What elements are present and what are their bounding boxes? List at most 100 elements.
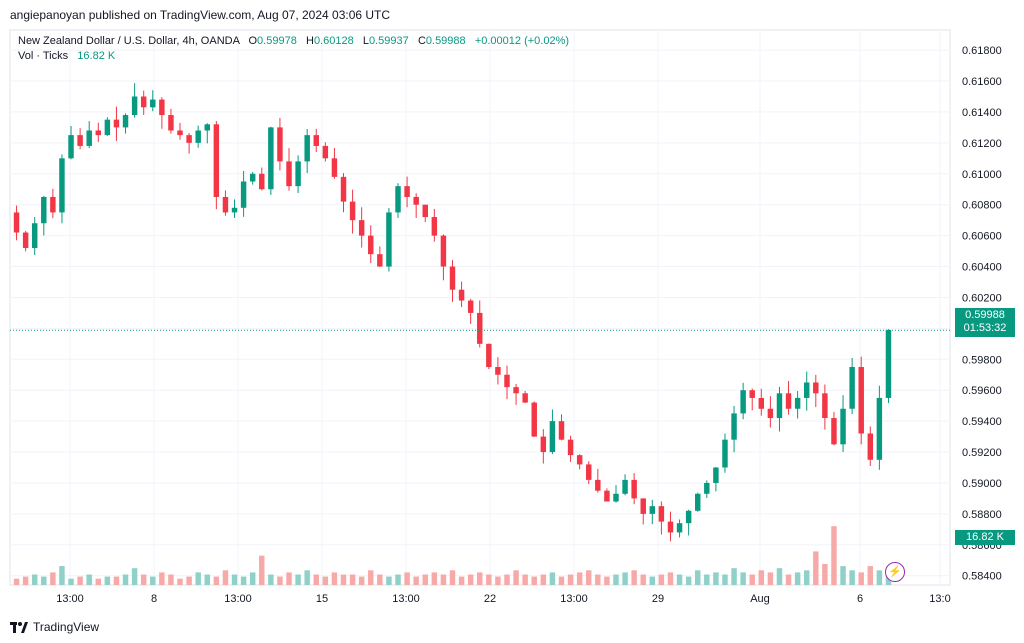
y-tick-label: 0.60800: [962, 200, 1002, 212]
y-tick-label: 0.61400: [962, 107, 1002, 119]
candle-body: [50, 196, 56, 213]
candle-body: [59, 158, 65, 213]
volume-value: 16.82 K: [77, 50, 116, 62]
volume-bar: [249, 572, 256, 585]
volume-bar: [858, 572, 864, 585]
candle-body: [822, 393, 828, 419]
volume-bar: [95, 578, 102, 585]
volume-bar: [31, 574, 38, 585]
candle-body: [31, 223, 38, 248]
candle-body: [41, 196, 47, 224]
volume-bar: [522, 574, 528, 585]
volume-bar: [431, 572, 438, 585]
volume-bar: [658, 574, 665, 585]
candle-body: [794, 397, 801, 409]
volume-bar: [540, 574, 547, 585]
candle-body: [177, 130, 183, 136]
volume-bar: [231, 574, 238, 585]
candle-body: [531, 402, 537, 437]
candle-body: [113, 119, 120, 128]
close-value: 0.59988: [425, 35, 466, 47]
candle-body: [767, 408, 774, 419]
candle-body: [240, 181, 247, 208]
candle-body: [358, 220, 365, 236]
volume-bar: [222, 570, 229, 585]
volume-bar: [50, 572, 56, 585]
symbol-name: New Zealand Dollar / U.S. Dollar, 4h, OA…: [18, 35, 240, 47]
candle-body: [758, 397, 765, 409]
volume-bar: [295, 574, 301, 585]
volume-label: Vol · Ticks: [18, 50, 69, 62]
candle-body: [685, 510, 692, 524]
last-price-value: 0.59988: [965, 309, 1005, 321]
candle-body: [749, 390, 755, 398]
volume-bar: [440, 574, 447, 585]
close-label: C: [417, 35, 426, 47]
y-tick-label: 0.59800: [962, 354, 1002, 366]
x-tick-label: 13:00: [224, 593, 252, 605]
candle-body: [68, 135, 74, 159]
candle-body: [422, 204, 428, 218]
volume-bar: [322, 576, 329, 585]
candle-body: [277, 127, 283, 162]
candle-body: [458, 289, 465, 301]
volume-bar: [368, 570, 374, 585]
volume-bar: [576, 572, 583, 585]
volume-bar: [186, 576, 192, 585]
lightning-icon[interactable]: ⚡: [885, 562, 905, 582]
candle-body: [386, 212, 392, 267]
volume-bar: [595, 574, 601, 585]
candle-body: [640, 498, 646, 514]
volume-bar: [204, 574, 210, 585]
bar-countdown: 01:53:32: [963, 322, 1007, 334]
volume-bar: [713, 572, 719, 585]
y-tick-label: 0.59400: [962, 416, 1002, 428]
candle-body: [313, 135, 319, 146]
y-tick-label: 0.58800: [962, 509, 1002, 521]
candle-body: [431, 217, 438, 236]
volume-bar: [213, 576, 220, 585]
volume-bar: [876, 570, 883, 585]
candle-body: [377, 254, 383, 267]
candle-body: [440, 235, 447, 267]
tradingview-logo-icon: [10, 621, 28, 633]
volume-bar: [377, 574, 383, 585]
x-tick-label: 13:00: [56, 593, 84, 605]
candle-body: [867, 433, 874, 460]
candle-body: [740, 390, 746, 414]
y-tick-label: 0.59200: [962, 447, 1002, 459]
candle-body: [86, 130, 92, 146]
x-tick-label: Aug: [750, 593, 770, 605]
volume-bar: [704, 574, 710, 585]
candle-body: [704, 482, 710, 494]
volume-bar: [395, 574, 401, 585]
high-label: H: [305, 35, 314, 47]
candle-body: [522, 393, 528, 403]
candle-body: [831, 418, 837, 445]
candle-body: [395, 186, 401, 213]
candle-body: [631, 479, 637, 499]
last-price-tag: 0.59988 01:53:32: [955, 308, 1015, 337]
volume-bar: [631, 570, 637, 585]
candle-body: [513, 387, 519, 394]
volume-bar: [586, 570, 592, 585]
candle-body: [486, 343, 492, 368]
candle-body: [540, 436, 547, 453]
volume-bar: [104, 576, 111, 585]
candle-body: [168, 115, 174, 131]
candle-body: [77, 135, 83, 146]
volume-bar: [531, 576, 537, 585]
volume-bar: [422, 574, 428, 585]
candle-body: [876, 397, 883, 460]
volume-bar: [467, 574, 474, 585]
candle-body: [268, 127, 274, 190]
volume-bar: [785, 574, 792, 585]
low-value: 0.59937: [369, 35, 409, 47]
candle-body: [331, 158, 338, 177]
volume-bar: [131, 568, 138, 585]
candle-body: [159, 99, 165, 116]
volume-bar: [740, 572, 746, 585]
volume-bar: [386, 576, 392, 585]
volume-bar: [413, 576, 419, 585]
